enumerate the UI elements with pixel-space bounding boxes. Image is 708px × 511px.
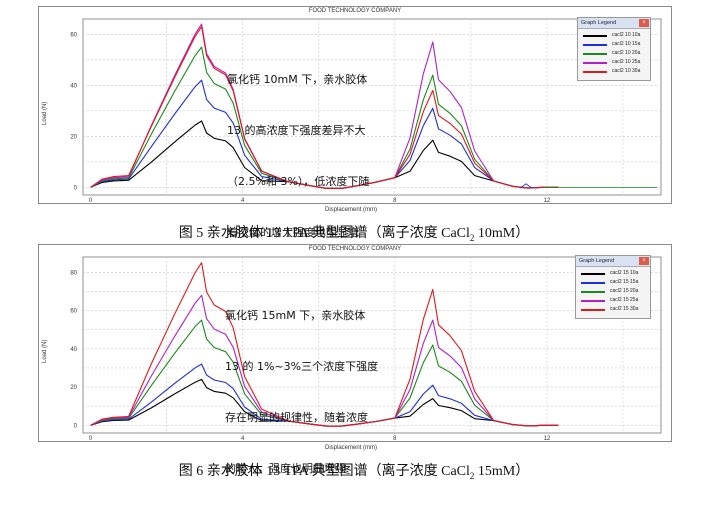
legend-entry: cacl2 10 10a [578,31,650,40]
y-axis-label: Load (N) [42,339,48,363]
tail-blip [520,183,532,189]
tpa-plot-10mm: 0 4 8 12 0 20 40 60 [70,18,662,203]
legend-label: cacl2 15 15a [610,279,639,285]
legend-titlebar[interactable]: Graph Legend × [578,18,650,29]
legend-entries: cacl2 15 10a cacl2 15 15a cacl2 15 20a c… [576,267,650,318]
y-axis-label: Load (N) [42,101,48,125]
x-tick-label: 4 [241,198,245,203]
x-axis-label: Displacement (mm) [324,445,377,451]
annotation-line: 13 的 1%~3%三个浓度下强度 [225,360,379,373]
legend-entry: cacl2 15 20a [576,287,650,296]
legend-entry: cacl2 10 15a [578,40,650,49]
figure-caption-5: 图 5 亲水胶体 13 TPA 典型图谱（离子浓度 CaCl2 10mM） [0,222,708,243]
y-tick-label: 60 [70,32,77,38]
y-tick-label: 40 [70,347,77,353]
legend-swatch [581,273,605,275]
annotation-line: （2.5%和 3%），低浓度下随 [227,175,370,188]
plot-frame [82,18,662,196]
x-tick-label: 0 [89,198,93,203]
legend-swatch [581,309,605,311]
annotation-line: 着浓度的增大强度也明显增 [227,226,359,239]
annotation-line: 13 的高浓度下强度差异不大 [227,124,366,137]
plot-frame [82,256,662,434]
legend-entry: cacl2 15 25a [576,296,650,305]
legend-entry: cacl2 15 15a [576,278,650,287]
y-tick-label: 20 [70,385,77,391]
legend-titlebar[interactable]: Graph Legend × [576,256,650,267]
annotation-text: 氯化钙 10mM 下，亲水胶体 13 的高浓度下强度差异不大 （2.5%和 3%… [227,37,369,326]
series-line-4 [90,26,559,189]
legend-label: cacl2 10 30a [612,68,641,74]
caption-text: 图 5 亲水胶体 13 TPA 典型图谱（离子浓度 CaCl [178,226,470,241]
legend-swatch [583,44,607,46]
figure-caption-6: 图 6 亲水胶体 13 TPA 典型图谱（离子浓度 CaCl2 15mM） [0,460,708,481]
x-axis-label: Displacement (mm) [324,207,377,213]
x-tick-label: 12 [544,198,551,203]
legend-swatch [583,53,607,55]
y-tick-label: 40 [70,83,77,89]
legend-label: cacl2 10 25a [612,59,641,65]
legend-swatch [581,282,605,284]
legend-swatch [583,62,607,64]
legend-label: cacl2 15 10a [610,270,639,276]
y-tick-label: 20 [70,134,77,140]
legend-title: Graph Legend [581,20,617,26]
company-name: FOOD TECHNOLOGY COMPANY [308,246,402,252]
caption-tail: 15mM） [474,464,530,479]
tpa-chart-15mm: 0 4 8 12 0 20 40 60 80 FOOD TECHNOLOGY COMPANY L… [38,244,672,475]
x-tick-label: 4 [241,436,245,441]
legend-label: cacl2 10 20a [612,50,641,56]
legend-close-button[interactable]: × [639,19,649,27]
x-tick-label: 0 [89,436,93,441]
legend-swatch [583,71,607,73]
caption-subscript: 2 [469,470,475,481]
x-tick-label: 8 [393,198,397,203]
legend-swatch [583,35,607,37]
legend-label: cacl2 15 30a [610,306,639,312]
legend-entry: cacl2 15 30a [576,305,650,314]
x-tick-label: 8 [393,436,397,441]
legend-entry: cacl2 10 20a [578,49,650,58]
caption-subscript: 2 [469,232,475,243]
legend-label: cacl2 10 15a [612,41,641,47]
annotation-text: 氯化钙 15mM 下，亲水胶体 13 的 1%~3%三个浓度下强度 存在明显的规… [225,273,378,511]
legend-swatch [581,300,605,302]
caption-text: 图 6 亲水胶体 13 TPA 典型图谱（离子浓度 CaCl [178,464,470,479]
legend-close-button[interactable]: × [639,257,649,265]
y-tick-label: 80 [70,270,77,276]
y-tick-label: 0 [74,423,78,429]
company-name: FOOD TECHNOLOGY COMPANY [308,8,402,14]
legend-title: Graph Legend [579,258,615,264]
caption-tail: 10mM） [474,226,530,241]
legend-entry: cacl2 15 10a [576,269,650,278]
annotation-line: 存在明显的规律性，随着浓度 [225,411,368,424]
tpa-chart-10mm: 0 4 8 12 0 20 40 60 FOOD TECHNOLOGY COMPANY Loa… [38,6,672,290]
annotation-line: 的增大，强度也明显增强 [225,462,346,475]
x-tick-label: 12 [544,436,551,441]
legend-entry: cacl2 10 25a [578,58,650,67]
legend-label: cacl2 15 25a [610,297,639,303]
series-line-4 [90,262,559,427]
legend-entry: cacl2 10 30a [578,67,650,76]
graph-legend[interactable]: Graph Legend × cacl2 15 10a cacl2 15 15a… [575,255,651,319]
legend-swatch [581,291,605,293]
tpa-plot-15mm: 0 4 8 12 0 20 40 60 80 [70,256,662,441]
legend-entries: cacl2 10 10a cacl2 10 15a cacl2 10 20a c… [578,29,650,80]
annotation-line: 氯化钙 15mM 下，亲水胶体 [225,309,366,322]
legend-label: cacl2 10 10a [612,32,641,38]
annotation-line: 氯化钙 10mM 下，亲水胶体 [227,73,368,86]
y-tick-label: 60 [70,309,77,315]
graph-legend[interactable]: Graph Legend × cacl2 10 10a cacl2 10 15a… [577,17,651,81]
legend-label: cacl2 15 20a [610,288,639,294]
y-tick-label: 0 [74,185,78,191]
